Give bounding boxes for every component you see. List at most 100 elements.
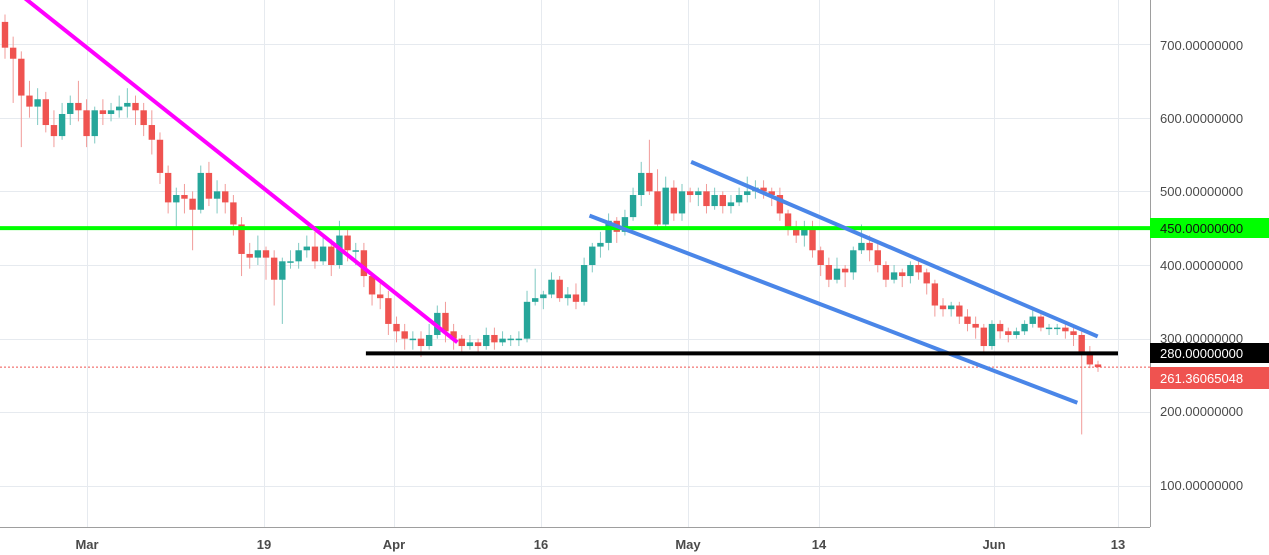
candle-body bbox=[417, 338, 425, 347]
candle-body bbox=[833, 268, 841, 280]
candle-body bbox=[18, 58, 25, 96]
candle-body bbox=[1062, 327, 1069, 332]
candle-body bbox=[107, 110, 115, 114]
candle-body bbox=[915, 265, 922, 273]
candle-body bbox=[409, 338, 417, 341]
candle-body bbox=[515, 338, 523, 341]
candle-body bbox=[401, 331, 408, 339]
candle-body bbox=[890, 272, 898, 280]
candle-body bbox=[205, 172, 213, 199]
candle-body bbox=[99, 110, 107, 114]
price-tick-label: 700.00000000 bbox=[1160, 38, 1243, 53]
candle-body bbox=[980, 327, 988, 347]
price-axis[interactable]: 700.00000000 600.00000000 500.00000000 4… bbox=[1160, 38, 1243, 493]
candle-body bbox=[744, 191, 751, 196]
time-tick-label: Jun bbox=[982, 537, 1005, 552]
candle-body bbox=[34, 99, 41, 107]
candle-body bbox=[450, 331, 457, 339]
candle-body bbox=[279, 261, 286, 280]
time-axis[interactable]: Mar 19 Apr 16 May 14 Jun 13 bbox=[75, 537, 1125, 552]
candle-body bbox=[629, 195, 637, 218]
candle-body bbox=[311, 246, 319, 262]
candle-body bbox=[931, 283, 939, 306]
candle-body bbox=[850, 250, 857, 273]
candle-body bbox=[1070, 331, 1077, 335]
price-badges: 450.00000000 280.00000000 261.36065048 bbox=[1150, 218, 1269, 389]
candle-body bbox=[295, 250, 302, 262]
candle-body bbox=[124, 102, 131, 107]
candle-body bbox=[91, 110, 98, 137]
candle-body bbox=[956, 305, 963, 317]
candle-body bbox=[173, 195, 180, 203]
candle-body bbox=[686, 191, 694, 196]
candle-body bbox=[230, 202, 237, 225]
candle-body bbox=[1086, 353, 1094, 365]
candle-body bbox=[874, 250, 881, 265]
candle-body bbox=[368, 276, 376, 295]
candle-body bbox=[907, 265, 914, 277]
price-tick-label: 300.00000000 bbox=[1160, 331, 1243, 346]
candle-body bbox=[213, 191, 221, 199]
candle-body bbox=[425, 334, 433, 347]
level-450-label: 450.00000000 bbox=[1160, 221, 1243, 236]
candle-body bbox=[197, 172, 204, 210]
price-tick-label: 200.00000000 bbox=[1160, 404, 1243, 419]
price-tick-label: 400.00000000 bbox=[1160, 258, 1243, 273]
time-tick-label: 14 bbox=[812, 537, 827, 552]
candle-body bbox=[523, 301, 531, 339]
candle-body bbox=[491, 334, 498, 343]
chart-drawings bbox=[0, 0, 1150, 405]
candle-body bbox=[156, 139, 164, 173]
level-450-badge bbox=[1150, 218, 1269, 238]
candle-body bbox=[646, 172, 653, 192]
candle-body bbox=[531, 298, 539, 302]
candle-body bbox=[393, 323, 400, 332]
candle-body bbox=[923, 272, 930, 284]
candle-body bbox=[784, 213, 792, 229]
candle-body bbox=[1013, 331, 1020, 335]
candle-body bbox=[352, 250, 359, 252]
candle-body bbox=[670, 187, 678, 214]
candle-body bbox=[75, 102, 82, 111]
candle-body bbox=[344, 235, 351, 251]
candle-body bbox=[540, 294, 547, 299]
candle-body bbox=[972, 323, 979, 328]
time-tick-label: 16 bbox=[534, 537, 548, 552]
candle-body bbox=[442, 312, 449, 332]
candle-body bbox=[26, 95, 33, 107]
candle-body bbox=[466, 342, 474, 347]
candle-body bbox=[947, 305, 955, 310]
candle-body bbox=[548, 279, 555, 295]
candle-body bbox=[1054, 327, 1061, 330]
candle-body bbox=[287, 261, 294, 263]
candlestick-series bbox=[1, 14, 1102, 435]
candle-body bbox=[1021, 323, 1028, 332]
time-tick-label: 19 bbox=[257, 537, 271, 552]
candle-body bbox=[507, 338, 514, 341]
candle-body bbox=[580, 265, 588, 302]
price-tick-label: 100.00000000 bbox=[1160, 478, 1243, 493]
candle-body bbox=[939, 305, 947, 310]
candle-body bbox=[319, 246, 327, 262]
candle-body bbox=[703, 191, 710, 207]
candle-body bbox=[621, 217, 629, 232]
candle-body bbox=[377, 294, 384, 299]
price-tick-label: 600.00000000 bbox=[1160, 111, 1243, 126]
candle-body bbox=[605, 220, 612, 243]
candle-body bbox=[1078, 334, 1085, 354]
candle-body bbox=[719, 195, 726, 207]
candle-body bbox=[148, 125, 156, 140]
candle-body bbox=[564, 294, 572, 299]
last-price-label: 261.36065048 bbox=[1160, 371, 1243, 386]
candle-body bbox=[42, 99, 49, 126]
candle-body bbox=[222, 191, 229, 203]
candle-body bbox=[793, 228, 800, 236]
candle-body bbox=[189, 198, 196, 210]
candle-body bbox=[866, 242, 873, 251]
candle-body bbox=[132, 102, 139, 111]
level-280-badge bbox=[1150, 343, 1269, 363]
candle-body bbox=[654, 191, 661, 225]
price-scale-background bbox=[1150, 0, 1269, 555]
time-tick-label: May bbox=[675, 537, 701, 552]
